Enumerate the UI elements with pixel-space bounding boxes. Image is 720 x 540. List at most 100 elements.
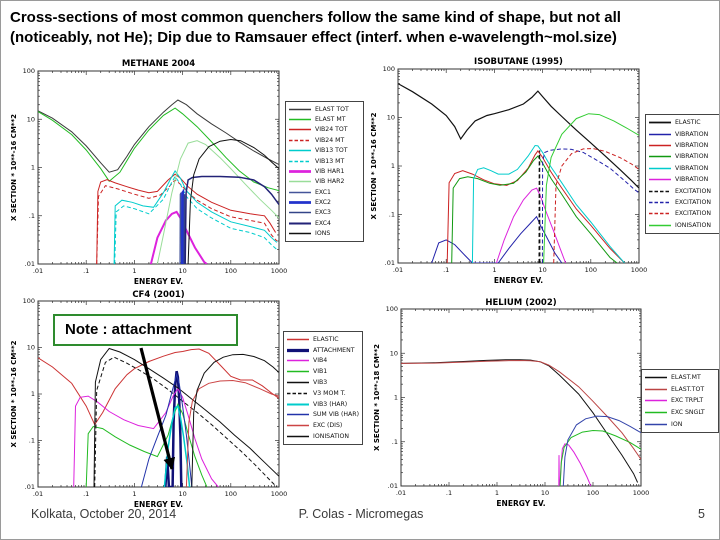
cf4-series-0-line — [38, 348, 279, 426]
legend-entry-label: EXC1 — [315, 188, 331, 196]
legend-line-swatch — [289, 212, 311, 214]
methane-series-8-line — [179, 192, 182, 264]
legend-entry-label: VIBRATION — [675, 141, 709, 149]
methane-x-tick: 10 — [178, 267, 186, 275]
helium-y-tick: 10 — [390, 349, 398, 357]
legend-line-swatch — [649, 133, 671, 135]
attachment-arrow — [139, 347, 176, 470]
helium-x-axis-label: ENERGY EV. — [496, 499, 545, 508]
methane-x-tick: 1 — [132, 267, 136, 275]
legend-line-swatch — [289, 222, 311, 225]
isobutane-y-tick: 100 — [383, 65, 395, 73]
legend-entry-label: IONISATION — [313, 433, 350, 441]
legend-line-swatch — [289, 232, 311, 235]
legend-entry-label: EXCITATION — [675, 187, 711, 195]
isobutane-series-2-line — [446, 150, 625, 263]
legend-line-swatch — [289, 118, 311, 121]
isobutane-series-3-line — [451, 155, 618, 263]
legend-entry: ELAST MT — [289, 116, 360, 123]
cf4-y-axis-label: X SECTION * 10**-16 CM**2 — [10, 340, 18, 447]
cf4-y-tick: .01 — [25, 483, 35, 491]
helium-plot-frame — [400, 308, 642, 487]
methane-x-tick: .1 — [83, 267, 89, 275]
legend-entry-label: IONISATION — [675, 221, 712, 229]
legend-line-swatch — [289, 170, 311, 173]
cf4-chart: .01 .1 1 10 100 1000 .01 .1 1 10 100 CF4 (2001) ENER… — [10, 290, 287, 509]
legend-entry: EXC1 — [289, 189, 360, 196]
legend-entry: IONS — [289, 230, 360, 237]
legend-entry-label: VIBRATION — [675, 176, 709, 184]
isobutane-chart: .01 .1 1 10 100 1000 .01 .1 1 10 100 ISOBUTANE (199… — [370, 57, 647, 285]
isobutane-x-tick: 1000 — [631, 266, 648, 274]
legend-line-swatch — [287, 348, 309, 352]
methane-series-6-line — [149, 210, 208, 264]
helium-x-tick: 1 — [495, 489, 499, 497]
methane-series-0-line — [38, 99, 279, 173]
isobutane-x-tick: .1 — [443, 266, 449, 274]
isobutane-series-9-line — [543, 113, 639, 263]
isobutane-y-tick: 1 — [391, 162, 395, 170]
methane-y-axis-label: X SECTION * 10**-16 CM**2 — [10, 114, 18, 221]
methane-x-tick: .01 — [33, 267, 43, 275]
cf4-y-tick: 10 — [27, 344, 35, 352]
legend-entry-label: ELAST MT — [315, 116, 346, 124]
isobutane-x-tick: 10 — [538, 266, 546, 274]
legend-entry-label: VIB4 — [313, 357, 328, 365]
helium-x-tick: 100 — [587, 489, 599, 497]
legend-line-swatch — [649, 178, 671, 181]
legend-line-swatch — [287, 435, 309, 438]
cf4-x-tick: 1 — [132, 490, 136, 498]
legend-entry: SUM VIB (HAR) — [287, 411, 359, 418]
legend-entry-label: EXCITATION — [675, 198, 711, 206]
methane-series-5-line — [114, 175, 278, 264]
footer-author: P. Colas - Micromegas — [298, 507, 424, 521]
legend-entry-label: EXC TRPLT — [671, 397, 704, 405]
legend-entry: EXCITATION — [649, 199, 716, 206]
legend-line-swatch — [287, 338, 309, 341]
legend-line-swatch — [649, 121, 671, 124]
methane-y-tick: 100 — [23, 67, 35, 75]
isobutane-x-axis-label: ENERGY EV. — [494, 276, 543, 285]
legend-line-swatch — [289, 149, 311, 152]
helium-x-tick: .1 — [446, 489, 452, 497]
legend-entry-label: ELASTIC — [675, 119, 701, 127]
isobutane-legend: ELASTIC VIBRATION VIBRATION VIBRATION VIBRAT… — [645, 114, 719, 234]
isobutane-y-tick: 10 — [387, 114, 395, 122]
legend-entry-label: EXC SNGLT — [671, 409, 705, 417]
slide-title-line2: (noticeably, not He); Dip due to Ramsaue… — [10, 29, 617, 46]
cf4-series-9-line — [191, 353, 279, 487]
helium-x-tick: .01 — [396, 489, 406, 497]
legend-line-swatch — [287, 403, 309, 406]
legend-entry-label: EXC3 — [315, 209, 331, 217]
legend-entry-label: IONS — [315, 230, 331, 238]
legend-entry-label: ELASTIC — [313, 335, 339, 343]
slide-title-line1: Cross-sections of most common quenchers … — [10, 9, 621, 26]
legend-entry: VIB1 — [287, 368, 359, 375]
helium-series-0-line — [401, 359, 639, 483]
legend-entry: EXC3 — [289, 209, 360, 216]
cf4-y-tick: .1 — [29, 437, 35, 445]
helium-series-4-line — [562, 415, 641, 486]
cf4-x-tick: .01 — [33, 490, 43, 498]
legend-entry-label: VIB13 MT — [315, 157, 345, 165]
isobutane-chart-title: ISOBUTANE (1995) — [474, 57, 563, 67]
isobutane-y-axis-label: X SECTION * 10**-16 CM**2 — [370, 112, 378, 219]
methane-legend: ELAST TOT ELAST MT VIB24 TOT VIB24 MT VIB13 … — [285, 101, 364, 242]
methane-x-tick: 1000 — [271, 267, 288, 275]
legend-line-swatch — [645, 411, 667, 414]
legend-entry-label: VIBRATION — [675, 164, 709, 172]
isobutane-plot-frame — [397, 68, 640, 264]
methane-chart: .01 .1 1 10 100 1000 .01 .1 1 10 100 METHANE 2004 EN… — [10, 59, 287, 286]
legend-line-swatch — [287, 392, 309, 395]
legend-line-swatch — [287, 425, 309, 427]
helium-y-axis-label: X SECTION * 10**-18 CM**2 — [373, 344, 381, 451]
legend-entry: VIB HAR1 — [289, 168, 360, 175]
slide-page-number: 5 — [698, 507, 705, 521]
cf4-legend: ELASTIC ATTACHMENT VIB4 VIB1 VIB3 V3 MOM T. VI… — [283, 331, 363, 445]
helium-y-tick: 100 — [386, 305, 398, 313]
isobutane-y-tick: .1 — [389, 211, 395, 219]
legend-entry-label: ELAST.MT — [671, 374, 701, 382]
legend-line-swatch — [287, 381, 309, 384]
legend-entry-label: VIB HAR2 — [315, 178, 345, 186]
legend-entry-label: VIB HAR1 — [315, 167, 345, 175]
